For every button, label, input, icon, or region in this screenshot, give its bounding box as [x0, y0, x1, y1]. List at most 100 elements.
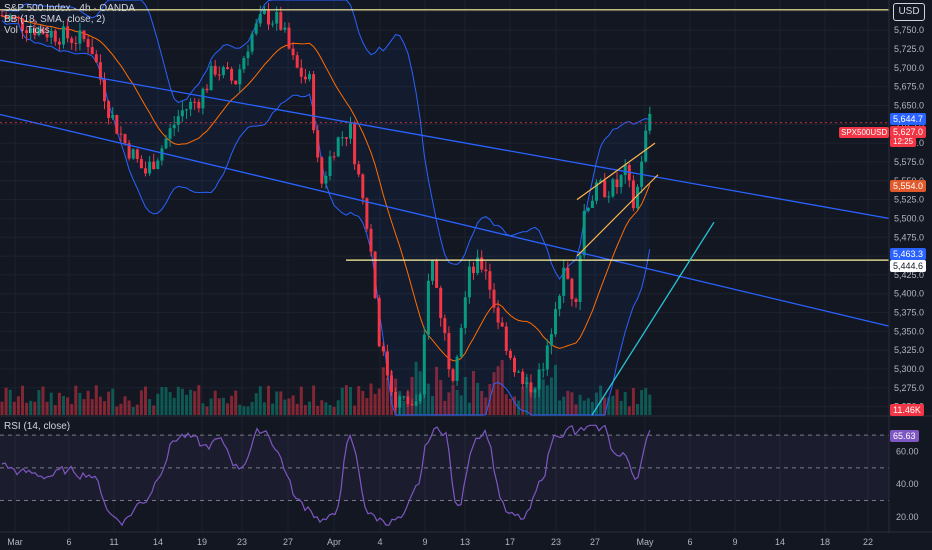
candle-body — [62, 26, 65, 45]
candle-body — [70, 38, 74, 43]
candle-body — [500, 322, 504, 327]
volume-bar — [168, 392, 172, 415]
y-tick-label: 5,400.0 — [894, 289, 924, 299]
candle-body — [238, 69, 242, 85]
candle-body — [353, 123, 357, 165]
volume-bar — [49, 392, 53, 415]
volume-bar — [484, 397, 488, 415]
volume-bar — [246, 406, 250, 415]
candle-body — [209, 65, 213, 91]
candle-body — [554, 309, 557, 335]
last-price-tag: 5,627.0 — [890, 126, 927, 138]
vol-legend[interactable]: Vol · Ticks — [4, 25, 50, 36]
candle-body — [599, 180, 603, 183]
candle-body — [607, 196, 611, 198]
candle-body — [422, 334, 426, 395]
candle-body — [316, 130, 320, 158]
candle-body — [189, 101, 193, 110]
ema-price-tag: 5,554.0 — [890, 180, 927, 192]
volume-bar — [111, 388, 115, 415]
currency-button[interactable]: USD — [893, 3, 925, 21]
volume-bar — [45, 401, 49, 415]
x-tick-label: 11 — [109, 537, 118, 547]
candle-body — [636, 186, 639, 209]
x-tick-label: 23 — [551, 537, 561, 547]
volume-bar — [283, 399, 287, 415]
volume-bar — [94, 385, 98, 415]
volume-bar — [431, 395, 434, 415]
candle-body — [164, 138, 168, 149]
volume-bar — [529, 387, 533, 415]
volume-bar — [426, 383, 430, 415]
x-tick-label: May — [636, 537, 654, 547]
symbol-legend[interactable]: S&P 500 Index · 4h · OANDA — [4, 3, 135, 14]
candle-body — [357, 164, 361, 175]
volume-bar — [381, 367, 385, 415]
y-tick-label: 5,350.0 — [894, 326, 924, 336]
volume-bar — [250, 401, 254, 415]
bb-basis — [1, 15, 651, 362]
candle-body — [644, 130, 648, 162]
volume-bar — [213, 390, 217, 415]
volume-bar — [611, 395, 615, 415]
candle-body — [381, 346, 385, 352]
volume-bar — [291, 395, 295, 415]
volume-bar — [234, 390, 238, 415]
volume-bar — [16, 396, 20, 415]
volume-bar — [627, 406, 631, 415]
volume-bar — [353, 405, 357, 415]
y-tick-label: 5,725.0 — [894, 44, 924, 54]
candle-body — [459, 327, 463, 357]
volume-bar — [549, 377, 553, 415]
candlesticks — [0, 3, 652, 415]
volume-bar — [472, 371, 475, 415]
volume-bar — [443, 400, 447, 415]
volume-bar — [156, 393, 160, 415]
x-tick-label: 6 — [66, 537, 71, 547]
candle-body — [426, 280, 430, 335]
candle-body — [447, 333, 451, 370]
candle-body — [435, 260, 439, 288]
y-tick-label: 5,425.0 — [894, 270, 924, 280]
candle-body — [94, 54, 98, 63]
candle-body — [566, 267, 570, 279]
candle-body — [180, 110, 184, 117]
volume-bar — [496, 366, 500, 415]
candle-body — [287, 27, 291, 49]
volume-bar — [41, 386, 45, 415]
volume-bar — [189, 389, 193, 415]
volume-bar — [570, 392, 574, 415]
volume-bar — [303, 405, 307, 415]
volume-bar — [316, 405, 320, 415]
volume-bar — [258, 386, 262, 415]
candle-body — [16, 17, 20, 19]
bb-legend[interactable]: BB (18, SMA, close, 2) — [4, 14, 106, 25]
volume-bar — [127, 400, 131, 415]
volume-bar — [373, 393, 377, 415]
volume-bar — [562, 396, 566, 415]
candle-body — [418, 394, 422, 402]
volume-bar — [0, 401, 4, 415]
y-tick-label: 5,525.0 — [894, 195, 924, 205]
candle-body — [623, 164, 627, 176]
volume-bar — [644, 388, 648, 415]
volume-bar — [595, 392, 598, 415]
volume-bar — [447, 392, 451, 415]
volume-bar — [492, 372, 496, 415]
channel-upper-line — [0, 59, 890, 220]
y-tick-label: 5,675.0 — [894, 82, 924, 92]
x-tick-label: 27 — [283, 537, 293, 547]
drawing-tools[interactable] — [0, 9, 890, 416]
volume-bar — [185, 394, 188, 415]
volume-bar — [500, 359, 504, 415]
y-tick-label: 5,575.0 — [894, 157, 924, 167]
candle-body — [513, 357, 516, 373]
volume-bar — [164, 387, 168, 415]
channel-lower-line — [0, 113, 890, 327]
volume-bar — [267, 385, 270, 415]
volume-bar — [590, 401, 594, 415]
volume-bar — [459, 395, 463, 415]
rsi-legend[interactable]: RSI (14, close) — [4, 421, 71, 432]
volume-tag: 11.46K — [890, 404, 924, 416]
